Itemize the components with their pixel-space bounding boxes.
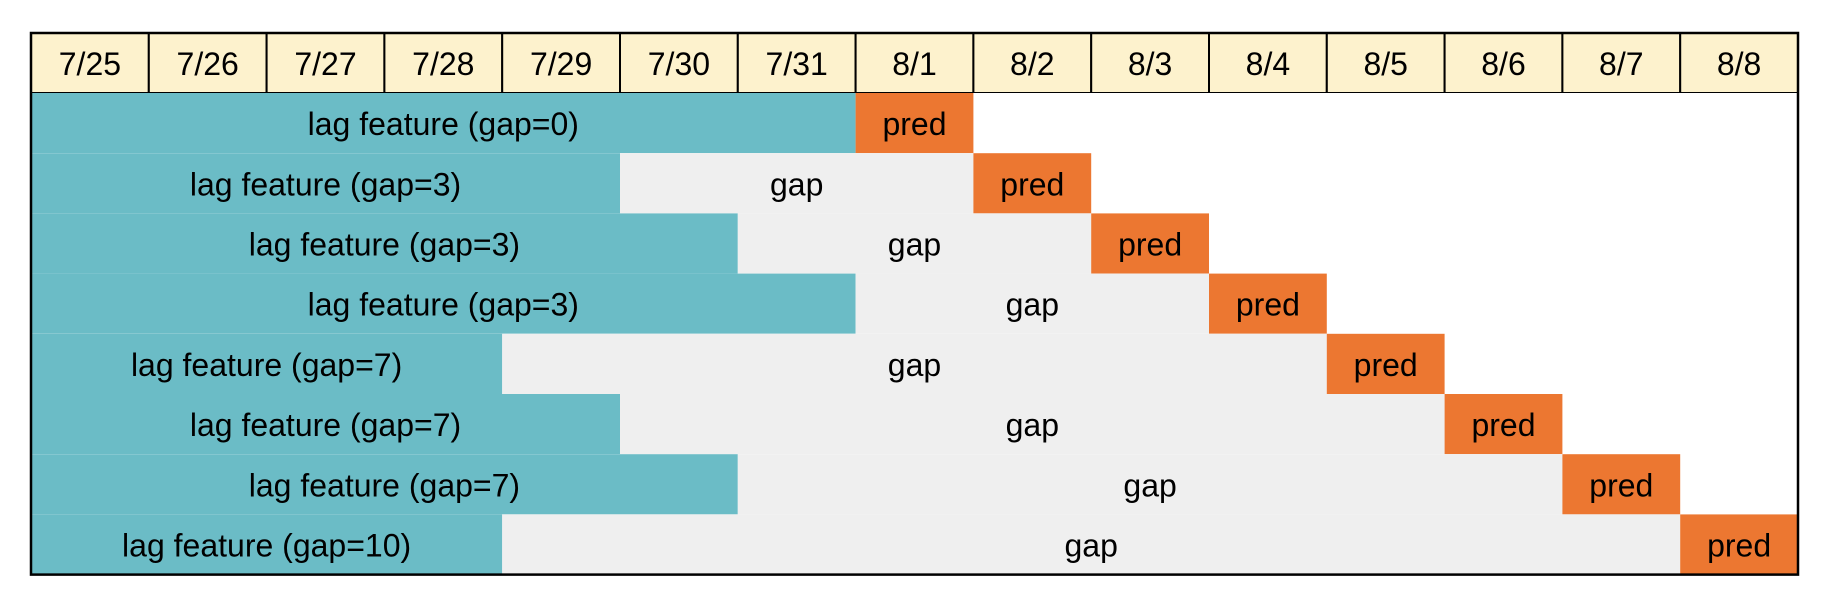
gap-label: gap — [770, 166, 823, 202]
pred-label: pred — [882, 106, 946, 142]
pred-label: pred — [1589, 467, 1653, 503]
feature-span — [31, 394, 620, 455]
feature-label: lag feature (gap=0) — [308, 106, 579, 142]
feature-span — [31, 213, 738, 274]
pred-cell — [973, 153, 1092, 214]
header-date: 7/28 — [412, 46, 474, 82]
header-cell — [147, 32, 268, 94]
gap-span — [502, 514, 1681, 575]
feature-span — [31, 454, 738, 515]
header-date: 8/8 — [1717, 46, 1761, 82]
pred-cell — [855, 93, 974, 154]
header-date: 8/2 — [1010, 46, 1054, 82]
pred-label: pred — [1707, 528, 1771, 564]
gap-label: gap — [888, 227, 941, 263]
gap-span — [855, 273, 1209, 334]
gap-label: gap — [1006, 287, 1059, 323]
pred-cell — [1444, 394, 1563, 455]
feature-label: lag feature (gap=3) — [190, 166, 461, 202]
header-date: 8/5 — [1363, 46, 1407, 82]
pred-label: pred — [1000, 166, 1064, 202]
pred-cell — [1326, 333, 1445, 394]
header-date: 8/3 — [1128, 46, 1172, 82]
header-date: 7/27 — [294, 46, 356, 82]
feature-span — [31, 514, 503, 575]
header-date: 7/30 — [648, 46, 710, 82]
gap-span — [620, 394, 1445, 455]
feature-label: lag feature (gap=3) — [249, 227, 520, 263]
header-date: 7/26 — [177, 46, 239, 82]
gap-span — [737, 454, 1563, 515]
feature-span — [31, 93, 856, 154]
gap-label: gap — [1123, 467, 1176, 503]
pred-cell — [1091, 213, 1209, 274]
header-date: 7/31 — [766, 46, 828, 82]
gap-label: gap — [888, 347, 941, 383]
feature-label: lag feature (gap=3) — [308, 287, 579, 323]
header-date: 8/4 — [1246, 46, 1290, 82]
header-date: 7/29 — [530, 46, 592, 82]
header-date: 8/7 — [1599, 46, 1643, 82]
feature-label: lag feature (gap=10) — [122, 528, 411, 564]
gap-span — [620, 153, 974, 214]
header-cell — [1325, 32, 1446, 94]
gap-span — [502, 333, 1327, 394]
table-border — [29, 31, 1800, 576]
pred-label: pred — [1236, 287, 1300, 323]
header-cell — [854, 32, 975, 94]
gap-label: gap — [1065, 528, 1118, 564]
header-cell — [1090, 32, 1210, 94]
pred-cell — [1562, 454, 1681, 515]
pred-label: pred — [1118, 227, 1182, 263]
header-date: 7/25 — [59, 46, 121, 82]
pred-cell — [1680, 514, 1798, 575]
feature-label: lag feature (gap=7) — [249, 467, 520, 503]
feature-label: lag feature (gap=7) — [131, 347, 402, 383]
pred-label: pred — [1471, 407, 1535, 443]
feature-span — [31, 153, 620, 214]
feature-span — [31, 273, 856, 334]
gap-span — [737, 213, 1092, 274]
feature-span — [31, 333, 503, 394]
feature-label: lag feature (gap=7) — [190, 407, 461, 443]
header-cell — [619, 32, 739, 94]
header-date: 8/1 — [892, 46, 936, 82]
pred-cell — [1209, 273, 1327, 334]
pred-label: pred — [1354, 347, 1418, 383]
gap-label: gap — [1006, 407, 1059, 443]
header-date: 8/6 — [1481, 46, 1525, 82]
